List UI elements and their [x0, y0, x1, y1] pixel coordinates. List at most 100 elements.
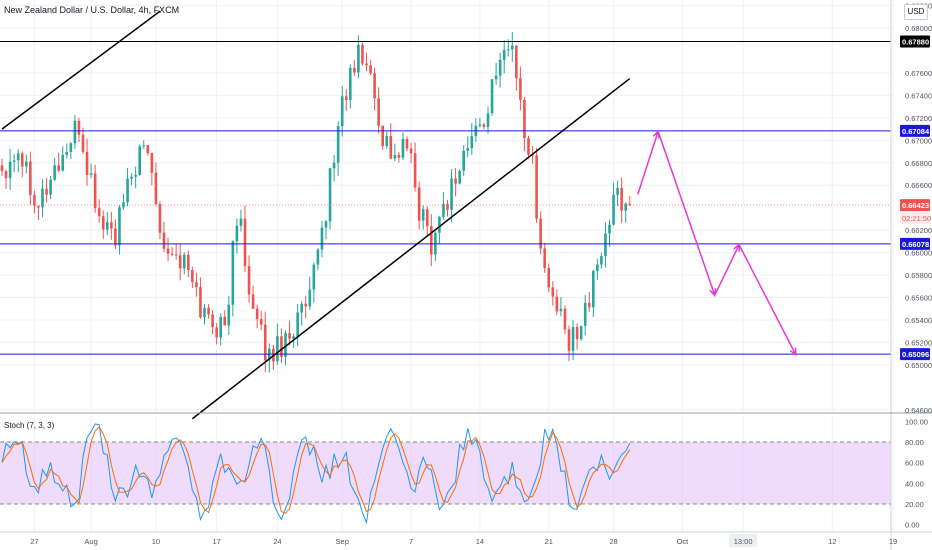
trendline[interactable]: [1, 10, 161, 130]
projection-arrowhead: [789, 347, 797, 357]
price-tick-label: 0.65400: [905, 316, 932, 325]
candle-body: [178, 255, 182, 269]
candle-body: [531, 154, 534, 156]
level-tag: 0.67880: [902, 38, 929, 47]
projection-arrowhead: [652, 129, 660, 139]
candle-body: [215, 327, 218, 338]
candle-body: [385, 135, 389, 146]
candle-body: [547, 268, 551, 288]
countdown-bg: [900, 212, 930, 225]
candle-body: [559, 308, 563, 312]
currency-button[interactable]: USD: [904, 4, 928, 20]
trendline[interactable]: [191, 77, 631, 420]
candle-body: [571, 326, 575, 351]
drawings: [0, 10, 891, 420]
candle-body: [381, 125, 384, 146]
candle-body: [130, 176, 133, 179]
time-tick-label: 10: [152, 537, 160, 546]
price-tick-label: 0.66600: [905, 181, 932, 190]
candle-body: [227, 304, 231, 326]
symbol-title[interactable]: New Zealand Dollar / U.S. Dollar, 4h, FX…: [4, 5, 180, 15]
candle-body: [340, 96, 344, 127]
candle-body: [101, 216, 105, 230]
price-tick-label: 0.65800: [905, 271, 932, 280]
price-tick-label: 0.68000: [905, 24, 932, 33]
candle-body: [328, 168, 332, 222]
candle-body: [199, 287, 202, 318]
candle-body: [146, 145, 150, 154]
candle-body: [523, 99, 526, 139]
candle-body: [353, 67, 356, 73]
candle-body: [126, 178, 129, 203]
candle-body: [596, 264, 599, 271]
candle-body: [430, 226, 433, 255]
candle-body: [466, 148, 470, 151]
candle-body: [490, 79, 494, 114]
projection-path[interactable]: [637, 128, 797, 356]
candle-body: [288, 332, 291, 339]
candle-body: [409, 148, 413, 154]
candle-body: [191, 270, 194, 283]
price-tick-label: 0.67400: [905, 91, 932, 100]
candle-body: [511, 45, 514, 50]
price-tick-label: 0.65200: [905, 338, 932, 347]
candle-body: [158, 203, 162, 233]
candle-body: [37, 205, 40, 208]
candle-body: [219, 316, 222, 338]
price-tick-label: 0.65000: [905, 361, 932, 370]
candle-body: [235, 225, 239, 242]
candle-body: [134, 174, 137, 177]
candle-body: [211, 314, 214, 328]
time-cursor-bg: [729, 534, 758, 547]
candle-body: [247, 266, 251, 295]
candle-body: [93, 173, 97, 209]
candle-body: [243, 218, 247, 267]
candle-body: [425, 209, 429, 227]
candle-body: [450, 178, 453, 210]
candle-body: [263, 324, 267, 361]
candle-body: [203, 307, 206, 318]
time-tick-label: 12: [828, 537, 836, 546]
price-tick-label: 0.64600: [905, 406, 932, 415]
stoch-overbought-oversold-band: [0, 442, 891, 504]
candle-body: [539, 218, 542, 249]
candle-body: [583, 302, 587, 326]
candle-body: [300, 303, 303, 313]
candle-body: [527, 138, 530, 155]
indicator-label[interactable]: Stoch (7, 3, 3): [4, 421, 55, 430]
level-tag-bg: [900, 35, 930, 48]
candle-body: [170, 253, 174, 255]
candle-body: [458, 170, 461, 184]
candle-body: [373, 73, 376, 99]
countdown-label: 02:21:50: [902, 214, 931, 223]
candle-body: [187, 254, 190, 271]
candle-body: [324, 221, 328, 228]
stoch-band: [0, 441, 891, 505]
candle-body: [20, 153, 24, 167]
projection-arrowhead: [733, 243, 740, 252]
candle-body: [336, 126, 340, 163]
candle-body: [405, 138, 409, 149]
candle-body: [251, 294, 255, 309]
price-tick-label: 0.67600: [905, 69, 932, 78]
candle-body: [454, 178, 457, 184]
level-tag-bg: [900, 124, 930, 137]
candle-body: [579, 325, 583, 340]
candle-body: [138, 146, 141, 175]
candle-body: [515, 45, 518, 79]
candle-body: [182, 254, 186, 269]
candle-body: [320, 227, 324, 250]
candle-body: [478, 124, 482, 126]
stoch-k-line: [1, 423, 631, 525]
candle-body: [377, 98, 380, 126]
candle-body: [592, 270, 595, 308]
candle-body: [344, 96, 348, 101]
level-tag-bg: [900, 237, 930, 250]
candle-body: [401, 138, 405, 158]
candle-body: [77, 120, 81, 135]
stoch-tick-label: 80.00: [905, 438, 924, 447]
candle-body: [207, 307, 210, 315]
candle-body: [349, 67, 352, 101]
candle-body: [365, 63, 368, 66]
